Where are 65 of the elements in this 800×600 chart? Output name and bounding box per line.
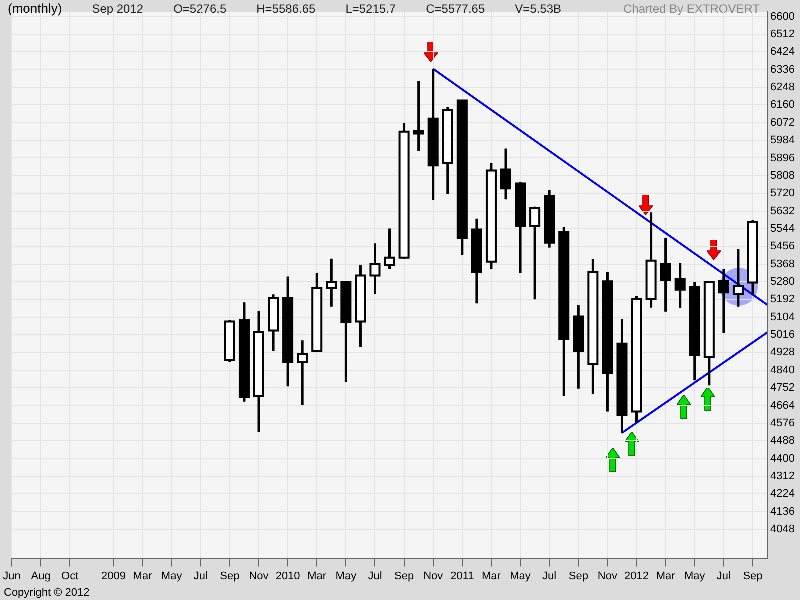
x-tick-label: 2010 — [276, 570, 300, 582]
text: Copyright © 2012 — [4, 587, 90, 599]
annotation: Charted By EXTROVERT — [624, 2, 760, 16]
y-tick-label: 4136 — [770, 506, 796, 518]
y-tick-label: 6512 — [770, 28, 796, 41]
y-tick-label: 5192 — [770, 294, 796, 306]
y-tick-label: 4488 — [770, 435, 796, 448]
x-tick-label: Mar — [133, 570, 153, 582]
x-tick-label: Sep — [220, 570, 240, 582]
y-tick-label: 5104 — [770, 311, 796, 324]
x-tick-label: Nov — [598, 570, 618, 582]
x-tick-label: May — [336, 570, 358, 582]
y-tick-label: 4312 — [770, 470, 796, 482]
x-tick-label: Jul — [716, 570, 731, 582]
annotation: H=5586.65 — [256, 2, 316, 16]
x-tick-label: Mar — [482, 570, 502, 582]
y-tick-label: 5632 — [770, 205, 796, 218]
y-tick-label: 4576 — [770, 417, 796, 430]
y-tick-label: 6160 — [770, 99, 796, 112]
y-tick-label: 4840 — [770, 364, 796, 376]
x-tick-label: Aug — [31, 570, 51, 582]
x-tick-label: Nov — [424, 570, 444, 582]
x-tick-label: May — [161, 570, 183, 582]
y-tick-label: 6072 — [770, 116, 796, 129]
y-tick-label: 5456 — [770, 240, 796, 253]
y-tick-label: 5544 — [770, 222, 796, 235]
x-tick-label: Sep — [394, 570, 414, 582]
y-tick-label: 4928 — [770, 346, 796, 359]
x-tick-label: Jun — [3, 570, 21, 582]
y-tick-label: 4400 — [770, 452, 796, 465]
y-tick-label: 6248 — [770, 82, 796, 94]
annotation: V=5.53B — [515, 2, 562, 16]
y-tick-label: 6336 — [770, 64, 796, 76]
x-tick-label: Mar — [656, 570, 676, 582]
x-tick-label: Sep — [743, 570, 763, 582]
x-tick-label: Oct — [62, 570, 79, 582]
x-tick-label: 2009 — [101, 570, 126, 582]
y-tick-label: 5896 — [770, 152, 796, 164]
x-tick-label: 2011 — [450, 570, 474, 582]
x-tick-label: Jul — [194, 570, 208, 582]
y-tick-label: 5016 — [770, 329, 796, 342]
annotation: C=5577.65 — [426, 2, 486, 16]
y-tick-label: 5984 — [770, 134, 796, 147]
annotation: O=5276.5 — [174, 2, 227, 16]
y-tick-label: 5368 — [770, 258, 796, 270]
x-tick-label: Sep — [568, 570, 588, 582]
x-tick-label: Mar — [308, 570, 327, 582]
x-tick-label: 2012 — [624, 570, 650, 582]
chart-title: (monthly) — [8, 1, 62, 16]
y-tick-label: 5720 — [770, 188, 796, 200]
x-tick-label: Nov — [249, 570, 270, 582]
y-tick-label: 4224 — [770, 488, 796, 500]
y-tick-label: 4048 — [770, 524, 796, 536]
x-tick-label: May — [510, 570, 532, 582]
y-tick-label: 6424 — [770, 46, 796, 58]
annotation: L=5215.7 — [346, 2, 396, 16]
y-tick-label: 4752 — [770, 382, 796, 394]
y-tick-label: 4664 — [770, 400, 796, 412]
y-tick-label: 6600 — [770, 10, 796, 23]
x-tick-label: Jul — [368, 570, 382, 582]
annotation: Sep 2012 — [92, 2, 144, 16]
x-tick-label: Jul — [542, 570, 557, 582]
y-tick-label: 5280 — [770, 276, 796, 288]
y-tick-label: 5808 — [770, 170, 796, 182]
x-tick-label: May — [684, 570, 706, 582]
